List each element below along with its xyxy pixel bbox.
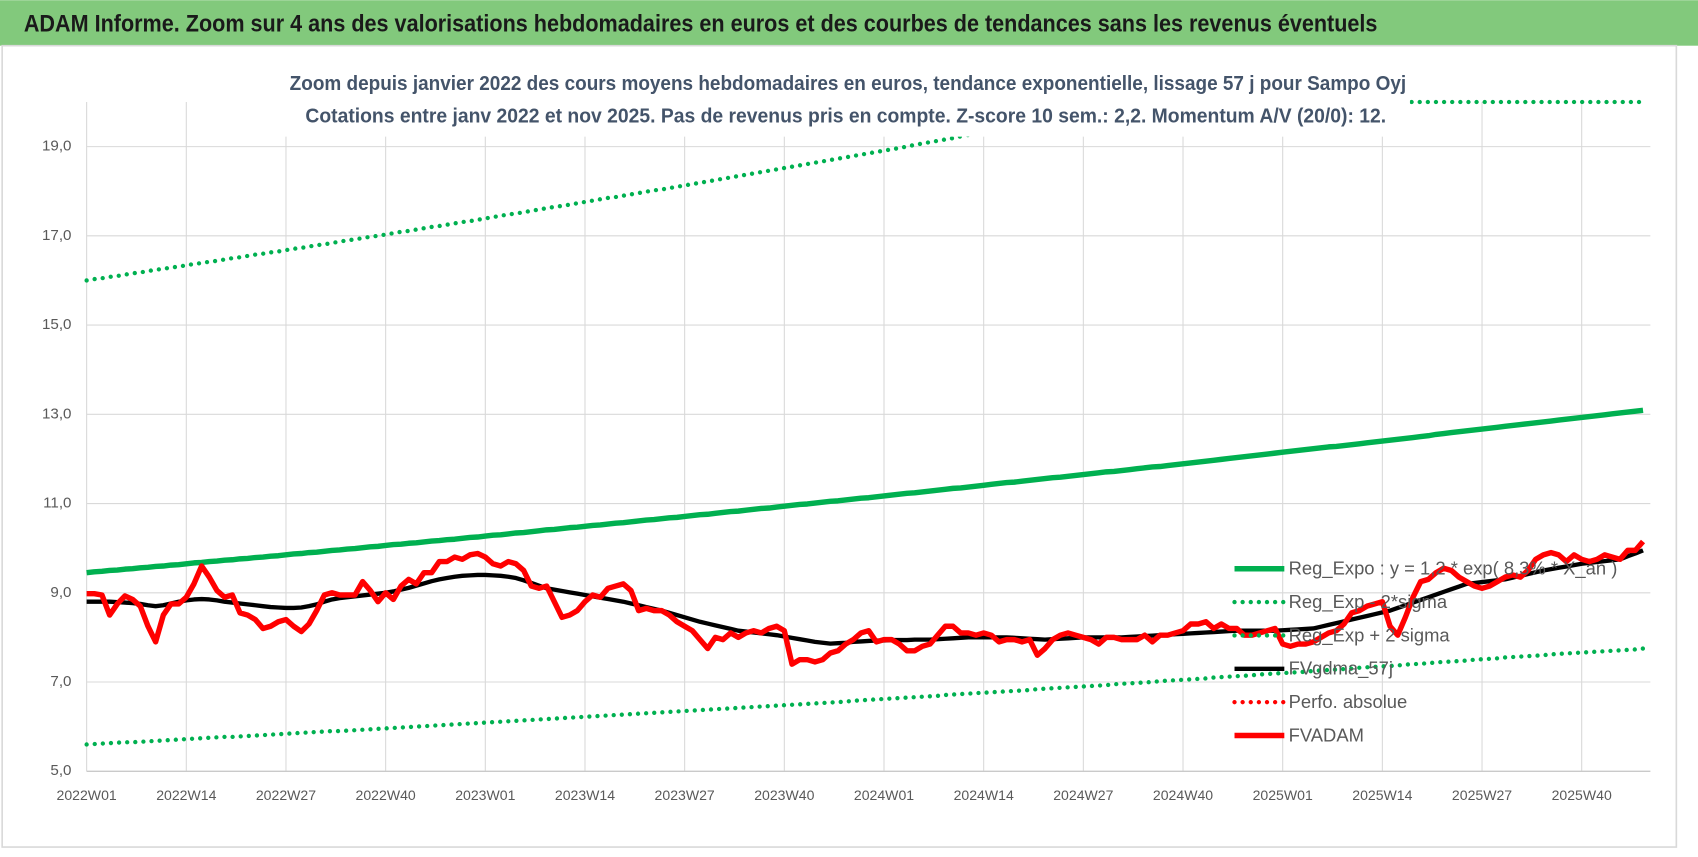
x-tick-label: 2025W01 (1253, 787, 1313, 803)
series-line (86, 407, 1644, 576)
x-tick-label: 2023W27 (655, 787, 715, 803)
y-tick-label: 5,0 (50, 762, 71, 779)
y-tick-label: 15,0 (42, 316, 72, 333)
series-line (84, 99, 1646, 283)
y-tick-label: 7,0 (50, 673, 71, 690)
header-bar (0, 0, 1698, 46)
y-tick-label: 19,0 (42, 138, 72, 155)
legend-label: FVADAM (1289, 724, 1364, 745)
y-tick-label: 11,0 (43, 495, 71, 512)
x-tick-label: 2024W14 (954, 787, 1014, 803)
x-tick-label: 2024W40 (1153, 787, 1213, 803)
x-tick-label: 2024W01 (854, 787, 914, 803)
legend-label: Perfo. absolue (1289, 691, 1408, 712)
x-tick-label: 2023W14 (555, 787, 615, 803)
series-line (86, 539, 1646, 667)
x-tick-label: 2025W27 (1452, 787, 1512, 803)
x-tick-label: 2023W01 (455, 787, 515, 803)
x-tick-label: 2023W40 (754, 787, 814, 803)
chart-frame (1, 44, 1678, 848)
x-tick-label: 2024W27 (1053, 787, 1113, 803)
chart-title: Zoom depuis janvier 2022 des cours moyen… (290, 72, 1406, 95)
legend-label: Reg_Exp - 2*sigma (1289, 591, 1448, 613)
chart-subtitle: Cotations entre janv 2022 et nov 2025. P… (305, 105, 1386, 128)
legend-label: FVgdma_57j (1289, 658, 1393, 680)
x-tick-label: 2022W40 (356, 787, 416, 803)
x-tick-label: 2022W27 (256, 787, 316, 803)
x-tick-label: 2025W14 (1352, 787, 1412, 803)
x-tick-label: 2022W14 (156, 787, 216, 803)
x-tick-label: 2025W40 (1552, 787, 1612, 803)
legend-label: Reg_Expo : y = 1,2 * exp( 8,3% * X_an ) (1289, 558, 1618, 580)
legend: Reg_Expo : y = 1,2 * exp( 8,3% * X_an ) R… (1232, 558, 1618, 745)
header-title: ADAM Informe. Zoom sur 4 ans des valoris… (24, 10, 1378, 37)
title-box (276, 67, 1410, 137)
y-tick-label: 17,0 (42, 227, 72, 244)
legend-label: Reg_Exp + 2 sigma (1289, 624, 1451, 646)
y-tick-label: 13,0 (42, 405, 72, 422)
plot-area: 5,0 7,0 9,0 11,0 13,0 15,0 17,0 19,0 2022W01 2022… (42, 99, 1651, 803)
x-tick-label: 2022W01 (57, 787, 117, 803)
series-line (84, 646, 1646, 747)
y-tick-label: 9,0 (50, 584, 71, 601)
